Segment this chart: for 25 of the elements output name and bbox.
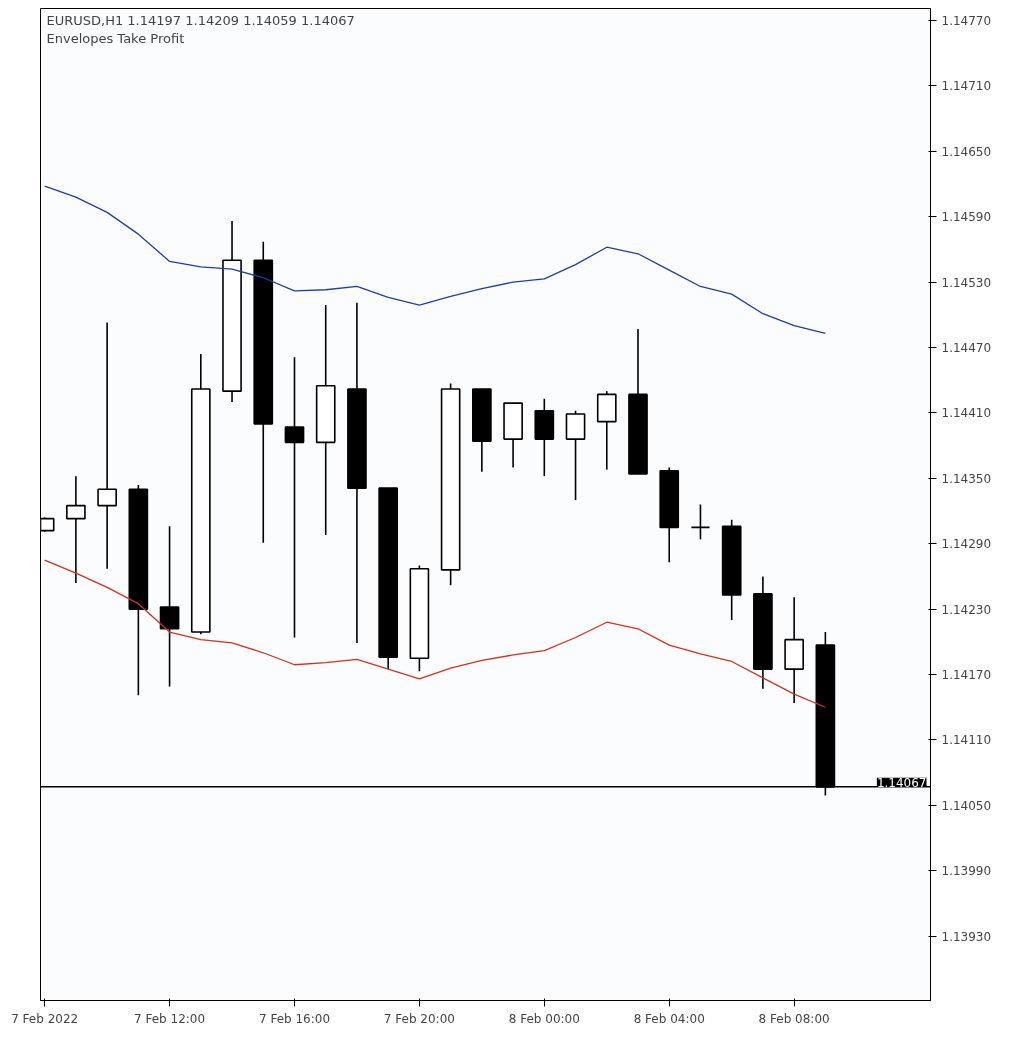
y-tick-label: 1.14530 [941,275,992,290]
y-tick-label: 1.14770 [941,13,992,28]
x-tick-label: 8 Feb 08:00 [758,1011,830,1026]
y-tick-label: 1.14110 [941,733,992,748]
y-tick-label: 1.14050 [941,798,992,813]
chart-title: EURUSD,H1 1.14197 1.14209 1.14059 1.14067 [46,12,355,28]
y-tick-label: 1.14590 [941,210,992,225]
text: Envelopes Take Profit [46,30,185,46]
y-tick-label: 1.14470 [941,341,992,356]
y-tick-label: 1.14650 [941,144,992,159]
y-tick-label: 1.14170 [941,668,992,683]
x-tick-label: 7 Feb 20:00 [383,1011,455,1026]
x-tick-label: 7 Feb 16:00 [258,1011,331,1026]
y-tick-label: 1.13990 [941,864,992,879]
y-tick-label: 1.14710 [941,79,992,94]
y-tick-label: 1.13930 [941,929,992,944]
x-tick-label: 7 Feb 12:00 [134,1011,206,1026]
y-tick-label: 1.14290 [941,537,992,552]
y-tick-label: 1.14410 [941,406,992,421]
y-tick-label: 1.14230 [941,602,992,617]
x-tick-label: 8 Feb 00:00 [508,1011,580,1026]
ref-line-label: 1.14067 [876,775,927,790]
x-tick-label: 7 Feb 2022 [11,1011,79,1026]
y-tick-label: 1.14350 [941,471,992,486]
x-tick-label: 8 Feb 04:00 [633,1011,705,1026]
